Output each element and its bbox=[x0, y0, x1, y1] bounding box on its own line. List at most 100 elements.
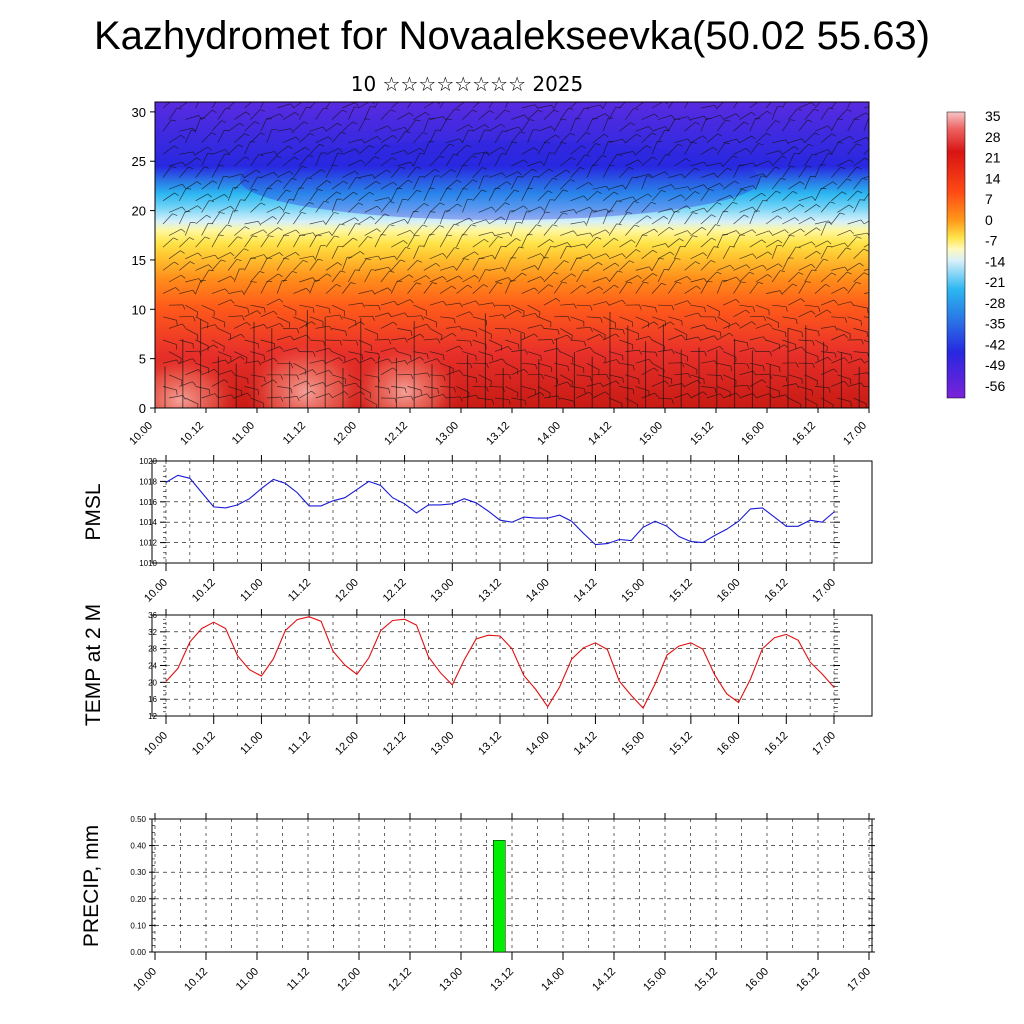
wind-barb-flag bbox=[337, 122, 342, 127]
wind-barb bbox=[674, 205, 687, 213]
wind-barb-flag bbox=[258, 360, 262, 366]
wind-barb-flag bbox=[695, 261, 700, 265]
wind-barb bbox=[195, 339, 209, 347]
wind-barb-flag bbox=[549, 239, 554, 243]
wind-barb-flag bbox=[486, 363, 489, 369]
wind-barb bbox=[608, 299, 623, 306]
wind-barb bbox=[250, 132, 261, 144]
wind-barb bbox=[586, 104, 601, 109]
wind-barb-flag bbox=[844, 380, 848, 386]
wind-barb bbox=[347, 106, 355, 120]
wind-barb-flag bbox=[653, 228, 659, 233]
wind-barb-flag bbox=[192, 381, 197, 386]
wind-barb-flag bbox=[652, 273, 658, 277]
wind-barb bbox=[837, 351, 852, 355]
wind-barb-flag bbox=[598, 369, 600, 375]
wind-barb bbox=[413, 275, 427, 283]
wind-barb bbox=[798, 241, 812, 248]
wind-barb bbox=[782, 257, 789, 271]
wind-barb-flag bbox=[220, 259, 226, 262]
wind-barb bbox=[771, 270, 781, 283]
wind-barb bbox=[511, 368, 525, 376]
wind-barb bbox=[299, 133, 310, 144]
wind-barb-flag bbox=[583, 195, 588, 200]
wind-barb-flag bbox=[277, 179, 282, 183]
wind-barb bbox=[668, 334, 682, 341]
wind-barb bbox=[788, 181, 801, 190]
wind-barb bbox=[488, 236, 499, 248]
wind-barb-flag bbox=[590, 327, 593, 332]
wind-barb bbox=[771, 344, 785, 352]
wind-barb bbox=[472, 189, 482, 202]
wind-barb-flag bbox=[628, 166, 634, 170]
wind-barb bbox=[847, 316, 862, 322]
wind-barb-flag bbox=[247, 308, 249, 314]
x-tick-label: 10.00 bbox=[131, 966, 159, 994]
wind-barb bbox=[348, 177, 357, 190]
wind-barb-flag bbox=[319, 143, 325, 147]
wind-barb-flag bbox=[175, 287, 180, 292]
wind-barb-flag bbox=[446, 234, 453, 237]
wind-barb bbox=[511, 246, 520, 259]
wind-barb bbox=[462, 394, 477, 399]
wind-barb-flag bbox=[230, 252, 235, 257]
wind-barb bbox=[250, 351, 265, 356]
wind-barb-flag bbox=[775, 120, 781, 123]
wind-barb-flag bbox=[443, 354, 445, 360]
wind-barb bbox=[853, 137, 867, 144]
wind-barb bbox=[625, 133, 637, 144]
wind-barb-flag bbox=[300, 234, 306, 236]
wind-barb-flag bbox=[627, 281, 633, 284]
wind-barb-flag bbox=[658, 257, 665, 260]
wind-barb bbox=[543, 246, 551, 259]
wind-barb bbox=[765, 120, 776, 132]
wind-barb bbox=[749, 282, 759, 294]
wind-barb-flag bbox=[240, 333, 245, 338]
y-tick-label: 1018 bbox=[139, 477, 157, 486]
colorbar-label: -28 bbox=[985, 295, 1005, 311]
wind-barb bbox=[782, 102, 787, 109]
wind-barb bbox=[195, 362, 209, 369]
wind-barb bbox=[765, 339, 780, 345]
wind-barb-flag bbox=[532, 168, 538, 172]
wind-barb-flag bbox=[729, 195, 734, 200]
wind-barb-flag bbox=[257, 176, 263, 179]
wind-barb bbox=[772, 394, 786, 399]
wind-barb bbox=[559, 132, 571, 144]
wind-barb bbox=[657, 114, 672, 120]
wind-barb-flag bbox=[613, 191, 619, 195]
wind-barb-flag bbox=[307, 177, 313, 180]
wind-barb bbox=[462, 199, 468, 213]
wind-barb-flag bbox=[273, 171, 278, 177]
wind-barb-flag bbox=[616, 154, 622, 156]
wind-barb bbox=[446, 326, 461, 329]
wind-barb-flag bbox=[752, 206, 757, 211]
wind-barb-flag bbox=[876, 357, 880, 360]
wind-barb bbox=[527, 206, 541, 213]
x-tick-label: 14.00 bbox=[535, 420, 563, 448]
wind-barb bbox=[380, 157, 393, 167]
wind-barb-flag bbox=[686, 276, 691, 281]
wind-barb bbox=[505, 309, 518, 318]
wind-barb bbox=[201, 304, 215, 312]
wind-barb bbox=[299, 369, 313, 376]
wind-barb bbox=[391, 386, 406, 389]
wind-barb-flag bbox=[230, 370, 235, 375]
wind-barb bbox=[837, 301, 851, 306]
wind-barb bbox=[342, 121, 353, 132]
wind-barb bbox=[537, 142, 546, 155]
wind-barb-flag bbox=[472, 179, 478, 183]
wind-barb bbox=[772, 374, 787, 378]
wind-barb bbox=[804, 204, 817, 213]
wind-barb-flag bbox=[374, 156, 380, 160]
wind-barb-flag bbox=[443, 375, 446, 381]
wind-barb bbox=[217, 299, 231, 306]
colorbar-label: -14 bbox=[985, 253, 1005, 269]
wind-barb-flag bbox=[410, 395, 414, 401]
wind-barb bbox=[804, 328, 819, 332]
wind-barb bbox=[619, 102, 626, 109]
wind-barb-flag bbox=[426, 323, 431, 329]
wind-barb bbox=[837, 204, 850, 213]
wind-barb bbox=[342, 282, 352, 294]
wind-barb bbox=[407, 166, 417, 178]
